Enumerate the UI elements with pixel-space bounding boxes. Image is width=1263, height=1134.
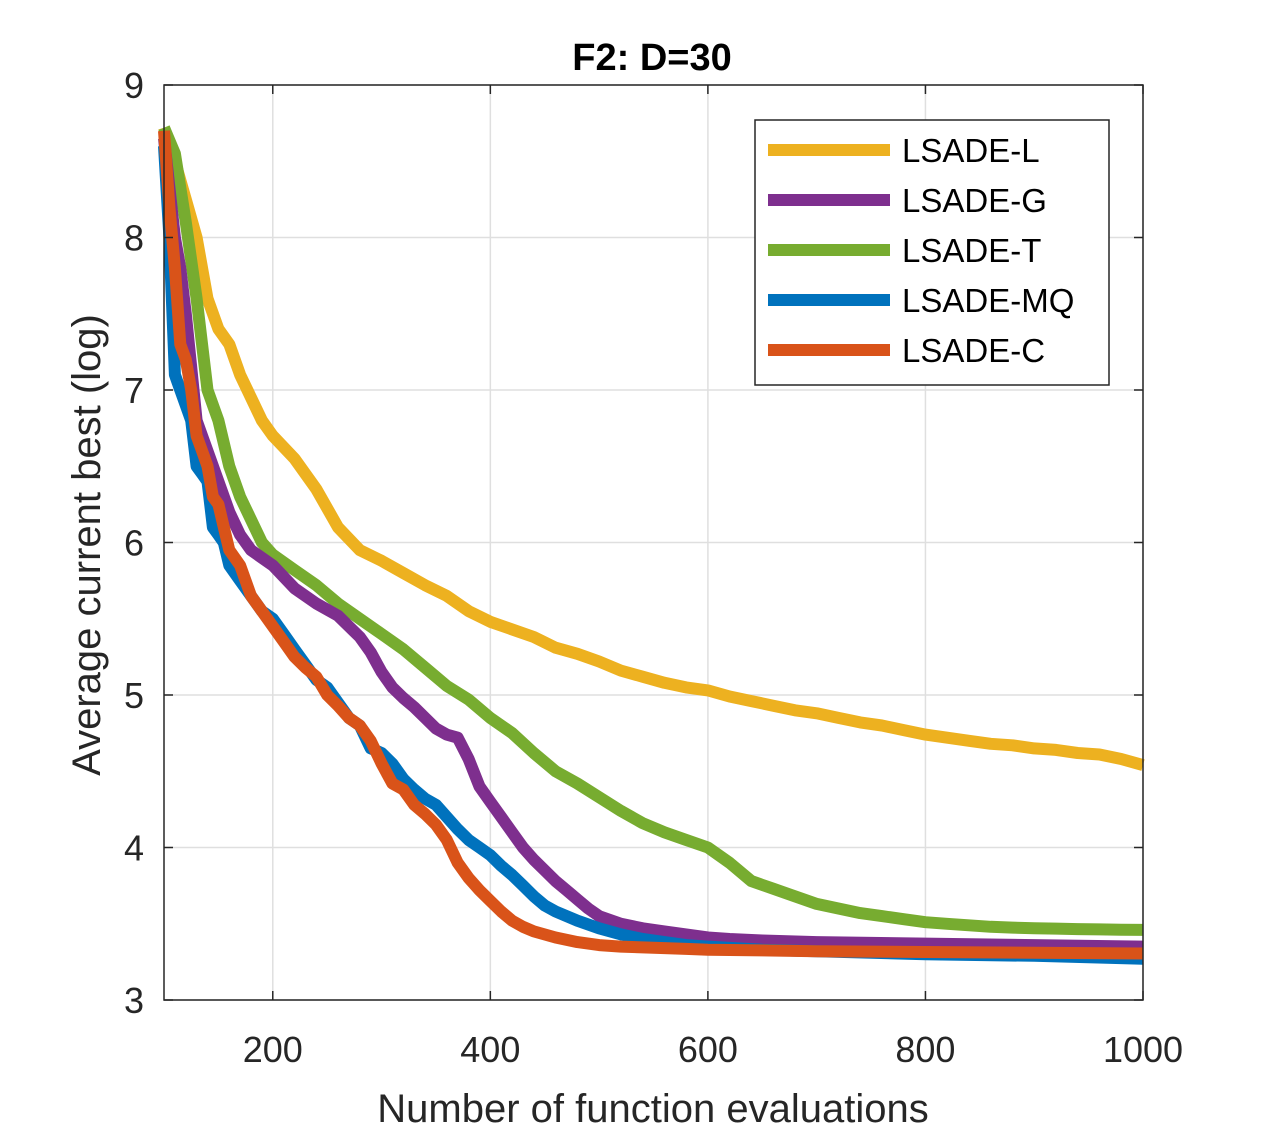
legend: LSADE-L LSADE-G LSADE-T LSADE-MQ LSADE-C [754, 119, 1110, 386]
y-tick-labels: 3 4 5 6 7 8 9 [124, 65, 144, 1021]
chart-title: F2: D=30 [572, 37, 731, 79]
x-tick-label: 600 [678, 1029, 738, 1070]
x-axis-title: Number of function evaluations [377, 1087, 928, 1131]
x-tick-label: 800 [895, 1029, 955, 1070]
y-tick-label: 7 [124, 370, 144, 411]
series-layer [158, 125, 1145, 965]
y-tick-label: 5 [124, 675, 144, 716]
y-tick-label: 4 [124, 828, 144, 869]
y-tick-label: 8 [124, 218, 144, 259]
y-tick-label: 6 [124, 523, 144, 564]
series-line-lsade-mq [158, 145, 1144, 965]
x-tick-label: 200 [243, 1029, 303, 1070]
x-tick-labels: 200 400 600 800 1000 [243, 1029, 1183, 1070]
series-line-lsade-t [158, 125, 1144, 936]
legend-label: LSADE-T [902, 232, 1041, 269]
series-line-lsade-g [158, 137, 1144, 953]
series-line-lsade-c [158, 130, 1144, 960]
y-tick-label: 9 [124, 65, 144, 106]
legend-label: LSADE-MQ [902, 282, 1074, 319]
x-tick-label: 400 [460, 1029, 520, 1070]
legend-label: LSADE-L [902, 132, 1040, 169]
series-line-lsade-l [158, 125, 1145, 771]
legend-label: LSADE-G [902, 182, 1047, 219]
y-axis-title: Average current best (log) [65, 314, 109, 776]
axis-ticks [164, 84, 1144, 1001]
legend-label: LSADE-C [902, 332, 1045, 369]
x-tick-label: 1000 [1103, 1029, 1183, 1070]
y-tick-label: 3 [124, 980, 144, 1021]
